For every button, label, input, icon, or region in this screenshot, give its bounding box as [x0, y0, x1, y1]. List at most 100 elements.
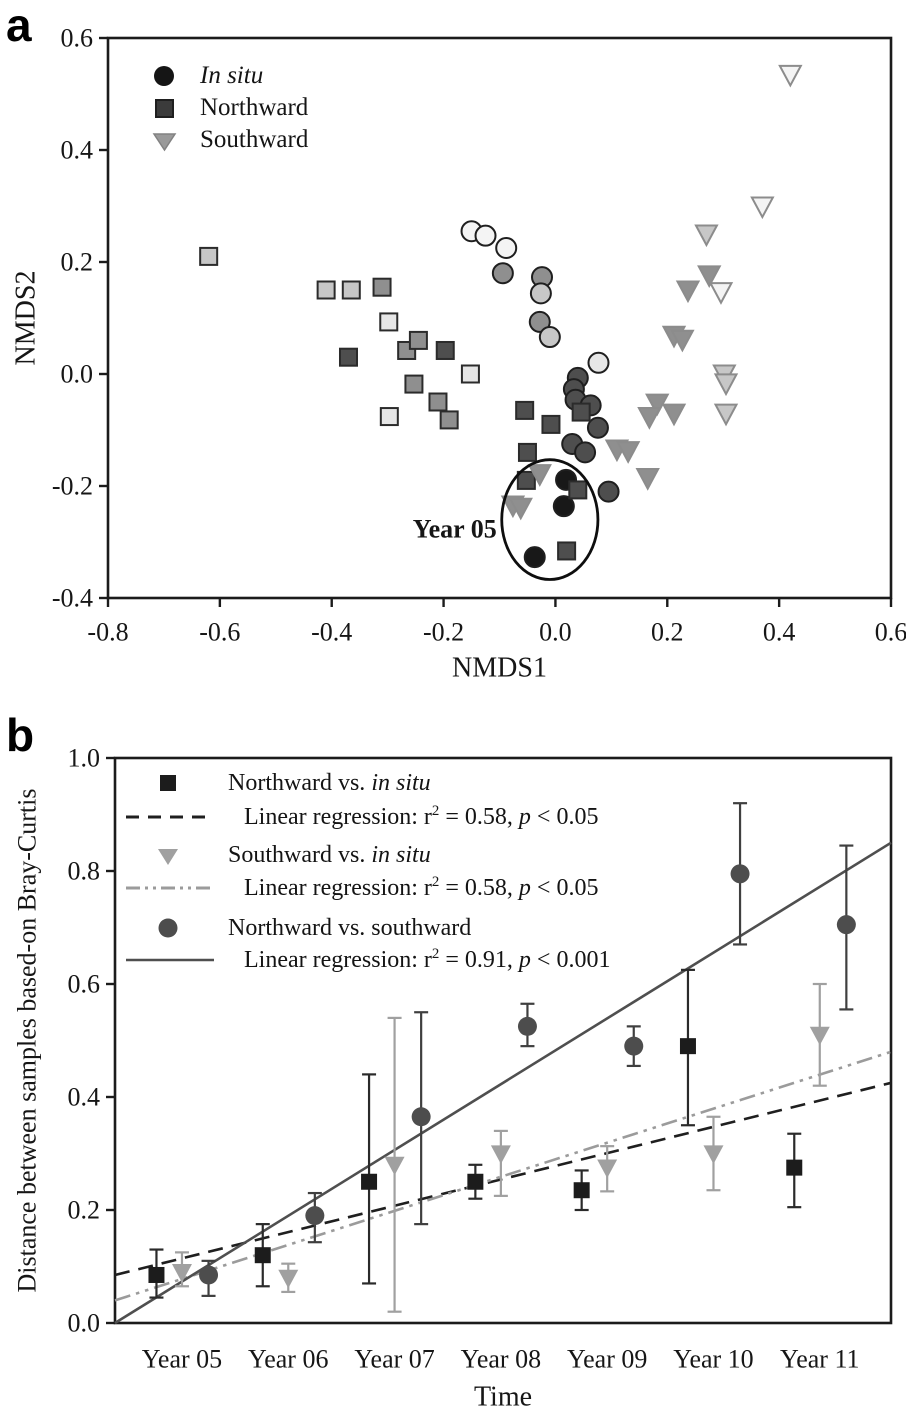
x-tick-label: 0.4 [763, 618, 796, 647]
square-marker [557, 541, 577, 561]
x-tick-label: -0.6 [199, 618, 240, 647]
series-triangle [500, 64, 803, 521]
triangle-marker [675, 280, 701, 304]
error-bars-square [149, 968, 802, 1299]
regression-line-dash-dot-dot [114, 1050, 892, 1302]
square-marker [341, 280, 361, 300]
y-tick-label: -0.4 [52, 584, 93, 613]
triangle-marker [490, 1145, 511, 1164]
axes: 0.6 0.4 0.2 0.0 -0.2 -0.4 -0.8 -0.6 -0.4 -0.2 0.0 0… [52, 24, 906, 647]
triangle-marker [597, 1159, 618, 1179]
y-tick-label: 0.0 [61, 360, 94, 389]
x-category-label: Year 07 [354, 1345, 434, 1374]
triangle-marker [508, 497, 533, 521]
circle-marker [199, 1265, 219, 1285]
regression-line-dashed [114, 1081, 892, 1277]
square-marker [338, 347, 358, 367]
x-category-label: Year 05 [142, 1345, 222, 1374]
square-marker [515, 400, 535, 420]
nmds-scatter-plot: 0.6 0.4 0.2 0.0 -0.2 -0.4 -0.8 -0.6 -0.4 -0.2 0.0 0… [11, 24, 906, 684]
legend-row-northward: Northward [150, 94, 308, 122]
circle-marker-icon [158, 918, 178, 938]
square-marker [379, 407, 399, 427]
x-tick-label: -0.8 [87, 618, 128, 647]
y-tick-label: 0.8 [68, 857, 101, 886]
square-marker [316, 280, 336, 300]
legend-row-svi-name: Southward vs. in situ [120, 840, 431, 870]
x-tick-label: -0.2 [423, 618, 464, 647]
y-tick-label: 0.6 [61, 24, 94, 53]
solid-line-icon [126, 958, 214, 962]
x-category-label: Year 06 [248, 1345, 328, 1374]
circle-marker [528, 310, 551, 333]
circle-marker [624, 1036, 644, 1056]
x-tick-label: 0.0 [539, 618, 572, 647]
square-marker [404, 374, 424, 394]
year05-cluster-ellipse [500, 458, 600, 581]
circle-marker [529, 282, 552, 305]
square-marker [541, 414, 561, 434]
legend-label-southward: Southward [200, 126, 309, 153]
y-tick-label: 0.4 [68, 1083, 101, 1112]
legend-row-nvi-name: Northward vs. in situ [120, 768, 431, 798]
square-marker [467, 1173, 484, 1190]
y-tick-label: 0.6 [68, 970, 101, 999]
series-square [199, 246, 591, 561]
regression-lines [114, 841, 892, 1325]
square-marker [408, 330, 428, 350]
series2-name: Southward vs. [228, 841, 372, 868]
x-category-label: Year 10 [673, 1345, 753, 1374]
x-tick-label: 0.6 [875, 618, 906, 647]
series1-name-italic: in situ [371, 769, 431, 796]
series-square [148, 1038, 803, 1283]
x-tick-label: 0.2 [651, 618, 684, 647]
x-category-label: Year 09 [567, 1345, 647, 1374]
series2-name-italic: in situ [371, 841, 431, 868]
x-category-label: Year 11 [780, 1345, 859, 1374]
square-marker [786, 1159, 803, 1176]
circle-marker [587, 351, 610, 374]
square-marker [435, 340, 455, 360]
y-axis-title: NMDS2 [11, 271, 42, 366]
square-marker [517, 442, 537, 462]
triangle-marker [750, 196, 775, 220]
square-marker [199, 246, 219, 266]
square-marker-icon [160, 775, 176, 791]
triangle-marker [670, 329, 695, 353]
triangle-marker [809, 1026, 830, 1046]
dash-dot-dot-line-icon [126, 886, 214, 890]
circle-marker [523, 546, 546, 569]
triangle-marker [713, 403, 739, 427]
circle-marker [491, 262, 514, 285]
triangle-marker [384, 1156, 405, 1176]
series-triangle [171, 1026, 830, 1289]
square-marker [679, 1038, 696, 1055]
legend-row-nvs-name: Northward vs. southward [120, 913, 471, 943]
circle-marker [552, 495, 575, 518]
x-tick-label: -0.4 [311, 618, 352, 647]
braycurtis-time-plot: 0.0 0.2 0.4 0.6 0.8 1.0 Year 05 Year 06 Year 07 Y… [13, 744, 893, 1413]
legend-label-northward: Northward [200, 94, 309, 121]
series-circle [460, 220, 620, 569]
triangle-marker [708, 282, 734, 305]
legend-label-in-situ: In situ [200, 62, 264, 89]
circle-marker [517, 1016, 537, 1036]
triangle-marker [278, 1269, 299, 1289]
circle-marker-icon [154, 66, 174, 86]
panel-a-label: a [6, 0, 32, 51]
square-marker [428, 392, 448, 412]
regression-line-solid [114, 841, 892, 1325]
triangle-marker-icon [152, 133, 177, 152]
triangle-marker [778, 64, 803, 88]
y-tick-label: 0.2 [68, 1196, 101, 1225]
y-tick-label: 1.0 [68, 744, 101, 773]
square-marker [460, 364, 480, 384]
series-circle [199, 864, 856, 1285]
panel-b-label: b [6, 709, 35, 761]
circle-marker [730, 864, 750, 884]
x-category-label: Year 08 [461, 1345, 541, 1374]
square-marker [148, 1266, 165, 1283]
y-tick-label: -0.2 [52, 472, 93, 501]
circle-marker [305, 1206, 325, 1226]
